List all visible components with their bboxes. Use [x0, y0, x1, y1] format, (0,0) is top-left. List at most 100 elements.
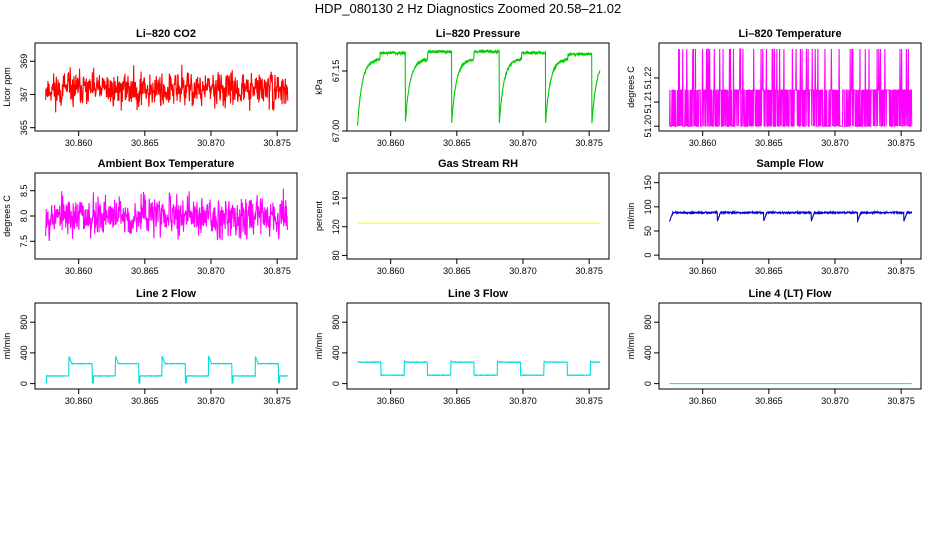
- y-tick-label: 800: [643, 315, 653, 330]
- x-tick-label: 30.875: [887, 396, 915, 406]
- y-tick-label: 51.20: [643, 115, 653, 138]
- x-tick-label: 30.875: [575, 138, 603, 148]
- y-tick-label: 0: [19, 381, 29, 386]
- x-tick-label: 30.860: [65, 138, 93, 148]
- x-tick-label: 30.870: [509, 396, 537, 406]
- panel-li-820-co2: Li–820 CO2 30.860 30.865 30.870 30.875 365 367…: [2, 28, 298, 148]
- x-tick-label: 30.860: [689, 266, 717, 276]
- y-tick-label: 0: [331, 381, 341, 386]
- y-axis-label: Licor ppm: [2, 67, 12, 107]
- panel-gas-stream-rh: Gas Stream RH 30.860 30.865 30.870 30.875 80 1…: [314, 158, 610, 276]
- y-tick-label: 100: [643, 199, 653, 214]
- y-axis-label: ml/min: [626, 333, 636, 360]
- x-tick-label: 30.860: [377, 266, 405, 276]
- panel-title: Line 2 Flow: [136, 288, 196, 300]
- x-tick-label: 30.860: [377, 138, 405, 148]
- y-tick-label: 369: [19, 54, 29, 69]
- y-tick-label: 800: [331, 315, 341, 330]
- plot-frame: [346, 172, 610, 260]
- x-tick-label: 30.865: [755, 396, 783, 406]
- y-tick-label: 400: [19, 345, 29, 360]
- y-tick-label: 7.5: [19, 235, 29, 248]
- panel-line-2-flow: Line 2 Flow 30.860 30.865 30.870 30.875 0 400 8…: [2, 288, 298, 406]
- figure-title: HDP_080130 2 Hz Diagnostics Zoomed 20.58…: [314, 1, 622, 16]
- panel-title: Line 4 (LT) Flow: [749, 288, 832, 300]
- plot-frame: [658, 42, 922, 132]
- panel-title: Li–820 Pressure: [436, 28, 520, 40]
- x-tick-label: 30.870: [197, 266, 225, 276]
- y-tick-label: 400: [643, 345, 653, 360]
- series-line: [357, 359, 601, 377]
- y-tick-label: 50: [643, 226, 653, 236]
- x-tick-label: 30.870: [821, 266, 849, 276]
- series-line: [45, 355, 289, 385]
- series-line: [669, 48, 913, 127]
- y-tick-label: 8.5: [19, 184, 29, 197]
- y-tick-label: 80: [331, 250, 341, 260]
- panel-title: Line 3 Flow: [448, 288, 508, 300]
- x-tick-label: 30.865: [755, 138, 783, 148]
- x-tick-label: 30.865: [755, 266, 783, 276]
- series-line: [45, 188, 289, 242]
- panel-title: Li–820 Temperature: [738, 28, 841, 40]
- x-tick-label: 30.865: [443, 138, 471, 148]
- plot-frame: [346, 302, 610, 390]
- x-tick-label: 30.865: [131, 138, 159, 148]
- panel-line-4-lt-flow: Line 4 (LT) Flow 30.860 30.865 30.870 30.875…: [626, 288, 922, 406]
- y-axis-label: ml/min: [314, 333, 324, 360]
- x-tick-label: 30.875: [263, 138, 291, 148]
- x-tick-label: 30.870: [821, 396, 849, 406]
- y-axis-label: percent: [314, 200, 324, 231]
- y-axis-label: ml/min: [2, 333, 12, 360]
- y-tick-label: 51.22: [643, 67, 653, 90]
- panel-line-3-flow: Line 3 Flow 30.860 30.865 30.870 30.875 0 400 8…: [314, 288, 610, 406]
- panel-sample-flow: Sample Flow 30.860 30.865 30.870 30.875 0 50 10…: [626, 158, 922, 276]
- y-tick-label: 367: [19, 87, 29, 102]
- y-tick-label: 120: [331, 219, 341, 234]
- y-axis-label: degrees C: [2, 195, 12, 237]
- x-tick-label: 30.860: [377, 396, 405, 406]
- y-tick-label: 150: [643, 175, 653, 190]
- x-tick-label: 30.875: [263, 396, 291, 406]
- x-tick-label: 30.870: [509, 138, 537, 148]
- panel-title: Sample Flow: [756, 158, 824, 170]
- x-tick-label: 30.865: [131, 396, 159, 406]
- y-tick-label: 400: [331, 345, 341, 360]
- y-tick-label: 800: [19, 315, 29, 330]
- panel-title: Li–820 CO2: [136, 28, 196, 40]
- series-line: [45, 64, 289, 113]
- series-line: [357, 48, 601, 126]
- y-axis-label: ml/min: [626, 203, 636, 230]
- y-tick-label: 0: [643, 381, 653, 386]
- panel-li-820-temperature: Li–820 Temperature 30.860 30.865 30.870 30.8…: [626, 28, 922, 148]
- panel-title: Gas Stream RH: [438, 158, 518, 170]
- plot-frame: [658, 172, 922, 260]
- x-tick-label: 30.860: [689, 138, 717, 148]
- plot-frame: [34, 42, 298, 132]
- x-tick-label: 30.875: [263, 266, 291, 276]
- y-tick-label: 67.15: [331, 60, 341, 83]
- y-tick-label: 8.0: [19, 210, 29, 223]
- plot-frame: [658, 302, 922, 390]
- y-tick-label: 160: [331, 191, 341, 206]
- x-tick-label: 30.875: [575, 266, 603, 276]
- y-axis-label: degrees C: [626, 66, 636, 108]
- x-tick-label: 30.860: [65, 266, 93, 276]
- x-tick-label: 30.870: [197, 396, 225, 406]
- panel-title: Ambient Box Temperature: [98, 158, 235, 170]
- y-axis-label: kPa: [314, 79, 324, 95]
- plot-frame: [346, 42, 610, 132]
- x-tick-label: 30.865: [443, 396, 471, 406]
- x-tick-label: 30.865: [131, 266, 159, 276]
- y-tick-label: 67.00: [331, 120, 341, 143]
- y-tick-label: 0: [643, 253, 653, 258]
- x-tick-label: 30.870: [509, 266, 537, 276]
- x-tick-label: 30.860: [65, 396, 93, 406]
- x-tick-label: 30.865: [443, 266, 471, 276]
- series-line: [669, 209, 913, 224]
- x-tick-label: 30.875: [575, 396, 603, 406]
- x-tick-label: 30.875: [887, 138, 915, 148]
- y-tick-label: 365: [19, 120, 29, 135]
- panel-li-820-pressure: Li–820 Pressure 30.860 30.865 30.870 30.875 6…: [314, 28, 610, 148]
